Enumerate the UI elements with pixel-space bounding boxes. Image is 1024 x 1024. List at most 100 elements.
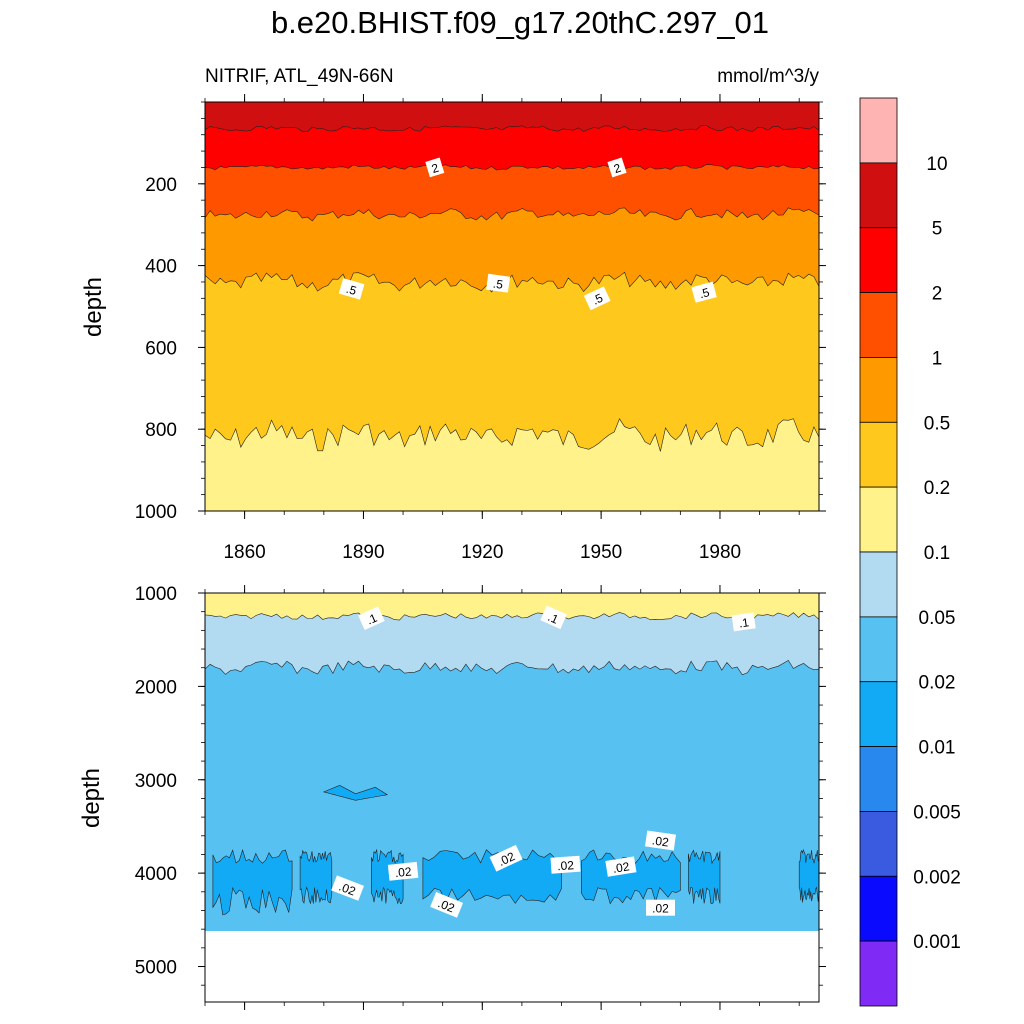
deep-patch <box>798 848 819 903</box>
colorbar-label: 0.2 <box>924 478 950 499</box>
x-tick-label: 1950 <box>580 542 622 563</box>
contour-label-bg <box>338 278 365 300</box>
contour-label: .5 <box>338 278 365 300</box>
contour-label-bg <box>486 273 511 293</box>
contour-label-text: .5 <box>492 277 504 292</box>
y-tick-label: 5000 <box>135 958 177 979</box>
colorbar-label: 0.5 <box>924 413 950 434</box>
colorbar-label: 0.01 <box>919 738 956 759</box>
contour-label: 2 <box>425 157 445 178</box>
colorbar-swatch <box>859 940 898 1007</box>
contour-label: .02 <box>550 855 581 874</box>
y-tick-label: 2000 <box>135 677 177 698</box>
contour-label-text: .02 <box>496 849 517 869</box>
contour-label: .02 <box>489 844 523 872</box>
contour-label-text: .02 <box>612 859 631 875</box>
x-tick-label: 1860 <box>223 542 265 563</box>
colorbar: 10 5 2 1 0.5 0.2 0.1 0.05 0.02 0.01 0.005 0.002 0.00… <box>859 97 961 1007</box>
contour-label-bg <box>583 286 611 311</box>
colorbar-label: 0.02 <box>919 673 956 694</box>
contour-label-bg <box>605 856 637 877</box>
colorbar-label: 0.05 <box>919 608 956 629</box>
colorbar-swatch <box>859 97 898 164</box>
colorbar-swatch <box>859 875 898 942</box>
units-label: mmol/m^3/y <box>717 66 819 87</box>
lower-panel-fill <box>205 593 819 1002</box>
colorbar-swatch <box>859 681 898 748</box>
contour-label: .5 <box>486 273 511 293</box>
contour-label: .02 <box>646 899 675 916</box>
contour-label-bg <box>645 830 676 851</box>
colorbar-swatch <box>859 811 898 877</box>
colorbar-swatch <box>859 227 898 293</box>
upper-panel-fill <box>205 102 819 511</box>
y-tick-label: 600 <box>145 338 177 359</box>
contour-label-bg <box>358 606 385 630</box>
contour-label: .02 <box>387 861 419 881</box>
lower-y-axis-label: depth <box>78 768 105 828</box>
colorbar-swatch <box>859 421 898 488</box>
colorbar-label: 5 <box>932 219 943 240</box>
y-tick-label: 3000 <box>135 771 177 792</box>
contour-label: .02 <box>645 830 676 851</box>
chart-title: b.e20.BHIST.f09_g17.20thC.297_01 <box>271 5 769 40</box>
upper-contour-labels: 2 2 .5 .5 .5 .5 <box>338 157 717 311</box>
y-tick-label: 800 <box>145 420 177 441</box>
contour-label-bg <box>691 281 717 303</box>
contour-label-text: .02 <box>337 880 358 899</box>
contour-label-bg <box>331 875 365 901</box>
y-tick-label: 4000 <box>135 864 177 885</box>
deep-patch <box>299 849 333 905</box>
upper-y-axis-label: depth <box>80 277 107 337</box>
contour-label-bg <box>550 855 581 874</box>
deep-patch <box>322 785 389 801</box>
contour-label: .1 <box>540 605 567 630</box>
deep-patch <box>688 849 721 905</box>
contour-label: .1 <box>731 612 756 632</box>
y-tick-label: 1000 <box>135 584 177 605</box>
contour-label-bg <box>540 605 567 630</box>
y-tick-label: 400 <box>145 257 177 278</box>
contour-label-text: .02 <box>436 896 457 915</box>
contour-label-text: 2 <box>612 161 623 176</box>
colorbar-swatch <box>859 162 898 229</box>
contour-label-bg <box>425 157 445 178</box>
y-tick-label: 200 <box>145 175 177 196</box>
colorbar-label: 0.1 <box>924 543 950 564</box>
contour-label-bg <box>646 899 675 916</box>
x-tick-label: 1890 <box>342 542 384 563</box>
upper-panel-frame: 200 400 600 800 1000 1860 1890 1920 1950 1980 <box>135 94 826 563</box>
x-tick-label: 1920 <box>461 542 503 563</box>
colorbar-swatch <box>859 486 898 553</box>
contour-label-text: .02 <box>651 833 670 849</box>
colorbar-swatch <box>859 551 898 618</box>
plot-border <box>204 592 820 1003</box>
deep-patch <box>212 848 293 916</box>
contour-label: 2 <box>607 157 627 178</box>
contour-label: .5 <box>691 281 717 303</box>
contour-label-text: .1 <box>738 615 750 630</box>
deep-patch <box>422 849 562 904</box>
contour-label: .1 <box>358 606 385 630</box>
lower-contour-labels: .1 .1 .1 .02 .02 .02 .02 .02 .02 .02 .02 <box>331 605 756 918</box>
contour-label-text: 2 <box>430 161 441 176</box>
contour-band <box>205 593 819 621</box>
contour-label-bg <box>387 861 419 881</box>
contour-label-text: .5 <box>345 282 359 298</box>
contour-label: .5 <box>583 286 611 311</box>
no-data-region <box>205 931 819 1002</box>
plot-border <box>204 101 820 512</box>
contour-label: .02 <box>605 856 637 877</box>
contour-label: .02 <box>331 875 365 901</box>
contour-label: .02 <box>430 892 464 918</box>
contour-label-bg <box>731 612 756 632</box>
colorbar-label: 10 <box>926 154 947 175</box>
colorbar-swatch <box>859 356 898 423</box>
contour-label-text: .02 <box>557 858 575 873</box>
contour-label-text: .02 <box>394 864 412 880</box>
y-tick-label: 1000 <box>135 502 177 523</box>
contour-label-bg <box>430 892 464 918</box>
colorbar-label: 0.001 <box>913 932 961 953</box>
colorbar-label: 1 <box>932 348 943 369</box>
